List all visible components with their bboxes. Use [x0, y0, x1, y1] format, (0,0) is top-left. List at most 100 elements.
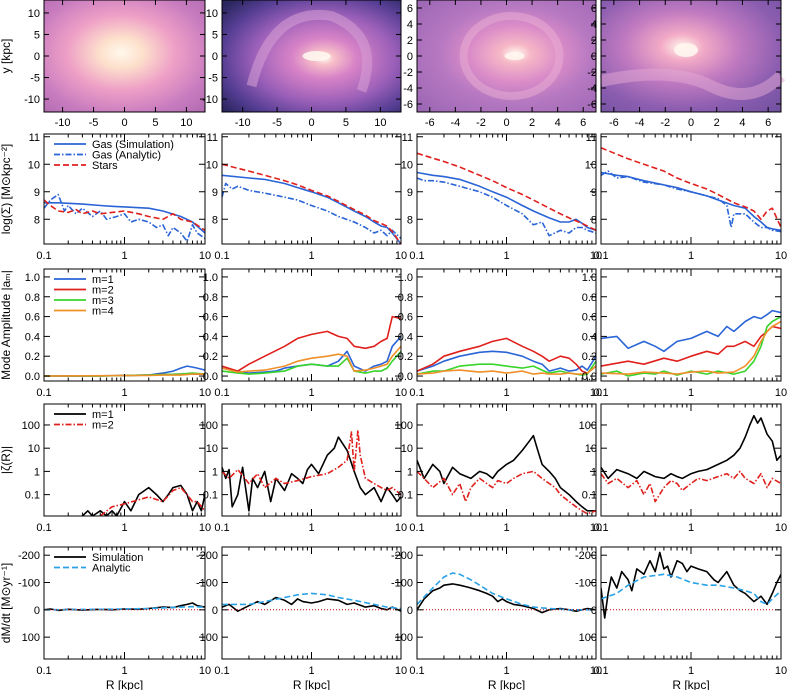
image-panel-4: -6 -4 -2 0 2 4 6 -6 -4 -2 0 2 4 6: [587, 0, 786, 129]
y-tick-label: 0.1: [398, 490, 413, 502]
series-gas-simulation: [601, 171, 781, 232]
panel-frame: [416, 133, 597, 245]
y-tick-label: 0.6: [398, 312, 413, 324]
y-tick-label: 0.8: [582, 292, 597, 304]
y-tick-label: 0.1: [203, 490, 218, 502]
series-stars: [601, 147, 781, 228]
y-tick-label: 0.0: [203, 371, 218, 383]
x-tick-label: 1: [688, 387, 694, 399]
panel-frame: [416, 403, 597, 517]
x-tick-label: 5: [343, 117, 349, 129]
y-tick-label: 0.1: [25, 490, 40, 502]
x-tick-label: 0: [688, 117, 694, 129]
x-tick-label: 10: [395, 250, 407, 262]
surface-density-panel-4: 0.1 1 10 8 9 10 11: [585, 132, 787, 262]
x-tick-label: -6: [609, 117, 619, 129]
y-tick-label: 10: [28, 443, 40, 455]
x-tick-label: 0.1: [214, 250, 229, 262]
inflow-rate-panel-2: 0.1 1 10 -200 -100 0 100 R [kpc]: [196, 546, 407, 690]
y-tick-label: 11: [29, 132, 40, 144]
y-tick-label: 100: [395, 420, 413, 432]
panel-frame: [43, 403, 206, 517]
surface-density-panel-3: 0.1 1 10 8 9 10 11: [401, 132, 602, 262]
x-tick-label: 2: [529, 117, 535, 129]
series-analytic: [601, 573, 781, 606]
y-tick-label: 10: [206, 443, 218, 455]
x-tick-label: 10: [775, 522, 787, 534]
series-m-2: [417, 470, 596, 515]
series-m-1: [417, 350, 596, 372]
y-tick-label: 2: [407, 35, 413, 47]
y-tick-label: -200: [575, 550, 597, 562]
series-simulation: [601, 551, 781, 619]
y-tick-label: 1: [591, 466, 597, 478]
x-tick-label: 10: [775, 250, 787, 262]
mode-amplitude-panel-1: 0.1 1 10 0.0 0.2 0.4 0.6 0.8 1.0 m=1m=2m=3m=4: [25, 268, 211, 399]
x-tick-label: 10: [199, 665, 211, 677]
x-tick-label: 0.1: [36, 665, 51, 677]
x-tick-label: 0.1: [409, 387, 424, 399]
y-tick-label: 0: [212, 605, 218, 617]
y-tick-label: -10: [202, 94, 218, 106]
y-tick-label: -100: [575, 578, 597, 590]
legend-label: m=1: [92, 409, 114, 421]
legend-label: m=2: [92, 285, 114, 297]
y-tick-label: 100: [395, 632, 413, 644]
y-tick-label: 8: [591, 214, 597, 226]
y-tick-label: -5: [208, 73, 218, 85]
legend-label: m=4: [92, 306, 114, 318]
spiral-arm: [246, 9, 373, 93]
y-tick-label: 100: [22, 420, 40, 432]
series-stars: [44, 199, 205, 231]
x-tick-label: 0.1: [214, 665, 229, 677]
legend-label: m=2: [92, 420, 114, 432]
y-tick-label: 0: [407, 51, 413, 63]
x-tick-label: 0.1: [214, 522, 229, 534]
series-gas-simulation: [417, 171, 596, 232]
galaxy-core: [504, 52, 525, 60]
y-tick-label: 0: [212, 51, 218, 63]
x-tick-label: -4: [635, 117, 645, 129]
y-tick-label: 8: [407, 214, 413, 226]
y-tick-label: 0: [34, 51, 40, 63]
panel-frame: [600, 403, 782, 517]
x-tick-label: 10: [590, 522, 602, 534]
legend-label: Gas (Analytic): [92, 150, 161, 162]
y-tick-label: 4: [591, 19, 597, 31]
panel-frame: [221, 133, 402, 245]
y-tick-label: 100: [579, 632, 597, 644]
series-simulation: [417, 583, 596, 614]
x-tick-label: 6: [580, 117, 586, 129]
y-tick-label: 10: [28, 8, 40, 20]
y-tick-label: 11: [402, 132, 413, 144]
x-tick-label: 1: [503, 250, 509, 262]
y-tick-label: 9: [591, 187, 597, 199]
series-gas-simulation: [222, 174, 401, 244]
y-tick-label: 11: [207, 132, 218, 144]
y-tick-label: 0.0: [398, 371, 413, 383]
x-tick-label: 1: [503, 665, 509, 677]
y-tick-label: 0.0: [582, 371, 597, 383]
x-tick-label: -10: [55, 117, 71, 129]
x-tick-label: 0.1: [409, 665, 424, 677]
x-tick-label: 6: [765, 117, 771, 129]
y-tick-label: -100: [391, 578, 413, 590]
x-tick-label: 10: [590, 250, 602, 262]
x-tick-label: 0.1: [36, 387, 51, 399]
y-tick-label: 0: [591, 51, 597, 63]
x-tick-label: 0.1: [409, 250, 424, 262]
y-tick-label: 100: [200, 420, 218, 432]
y-tick-label: 0: [34, 605, 40, 617]
mode-amplitude-panel-4: 0.1 1 10 0.0 0.2 0.4 0.6 0.8 1.0: [582, 268, 787, 399]
x-axis-label: R [kpc]: [293, 678, 330, 690]
y-tick-label: 1: [34, 466, 40, 478]
series-m-2: [222, 429, 401, 496]
series-m-3: [222, 350, 401, 375]
x-tick-label: 1: [308, 665, 314, 677]
series-m-1: [601, 309, 781, 353]
x-tick-label: 1: [503, 522, 509, 534]
x-tick-label: 2: [714, 117, 720, 129]
